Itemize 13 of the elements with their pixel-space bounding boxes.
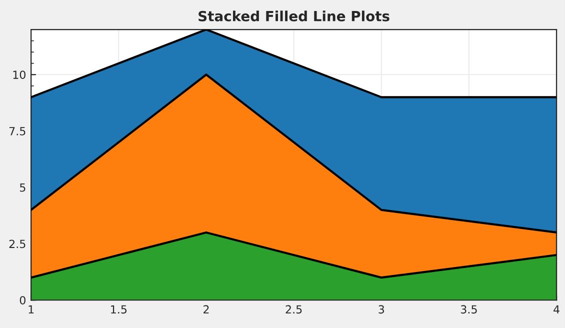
x-tick-label: 1 bbox=[28, 305, 34, 314]
x-tick-label: 3.5 bbox=[460, 305, 477, 314]
chart-title: Stacked Filled Line Plots bbox=[198, 10, 390, 22]
x-tick-label: 4 bbox=[554, 305, 560, 314]
x-tick-label: 3 bbox=[378, 305, 384, 314]
y-tick-label: 5 bbox=[20, 183, 26, 192]
x-tick-label: 2.5 bbox=[286, 305, 302, 314]
y-tick-label: 10 bbox=[13, 70, 26, 79]
y-tick-label: 7.5 bbox=[9, 127, 26, 136]
x-tick-label: 1.5 bbox=[111, 305, 127, 314]
y-tick-label: 2.5 bbox=[9, 240, 26, 248]
x-tick-label: 2 bbox=[204, 305, 209, 314]
y-tick-label: 0 bbox=[20, 296, 26, 304]
